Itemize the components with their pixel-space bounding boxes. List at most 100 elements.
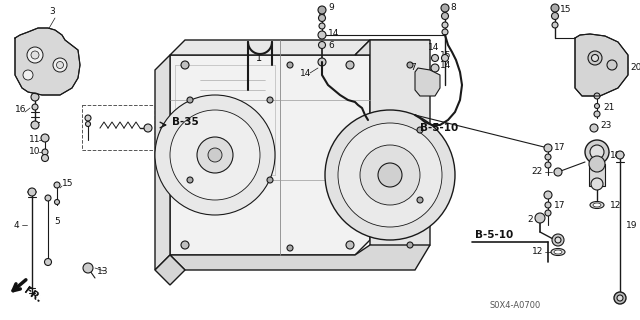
Circle shape <box>85 115 91 121</box>
Circle shape <box>319 7 325 13</box>
Circle shape <box>170 110 260 200</box>
Circle shape <box>45 259 51 266</box>
Circle shape <box>421 78 429 86</box>
Circle shape <box>86 122 90 126</box>
Text: 12: 12 <box>532 247 543 257</box>
Circle shape <box>181 61 189 69</box>
Ellipse shape <box>590 202 604 209</box>
Ellipse shape <box>554 250 562 254</box>
Circle shape <box>544 144 552 152</box>
Circle shape <box>41 134 49 142</box>
Text: 5: 5 <box>54 218 60 227</box>
Polygon shape <box>155 255 185 285</box>
Text: 14: 14 <box>440 60 451 69</box>
Circle shape <box>42 149 48 155</box>
Text: 9: 9 <box>328 4 333 12</box>
Polygon shape <box>575 34 628 96</box>
Circle shape <box>417 197 423 203</box>
Circle shape <box>554 168 562 176</box>
Circle shape <box>594 111 600 117</box>
Text: 18: 18 <box>610 150 621 159</box>
Circle shape <box>544 191 552 199</box>
Circle shape <box>346 61 354 69</box>
Circle shape <box>83 263 93 273</box>
Text: 23: 23 <box>600 122 611 131</box>
Polygon shape <box>415 68 440 96</box>
Polygon shape <box>170 245 430 270</box>
Ellipse shape <box>593 203 601 207</box>
Bar <box>82 105 154 150</box>
Circle shape <box>585 140 609 164</box>
Circle shape <box>442 29 448 35</box>
Circle shape <box>545 210 551 216</box>
Text: 1: 1 <box>256 53 262 63</box>
Circle shape <box>407 242 413 248</box>
Circle shape <box>208 148 222 162</box>
Circle shape <box>31 93 39 101</box>
Polygon shape <box>15 28 80 95</box>
Text: 21: 21 <box>603 103 614 113</box>
Circle shape <box>187 177 193 183</box>
Text: 6: 6 <box>328 41 333 50</box>
Circle shape <box>595 103 600 108</box>
Circle shape <box>617 295 623 301</box>
Circle shape <box>545 202 551 208</box>
Circle shape <box>155 95 275 215</box>
Circle shape <box>23 70 33 80</box>
Circle shape <box>318 58 326 66</box>
Text: 15: 15 <box>440 51 451 60</box>
Circle shape <box>417 127 423 133</box>
Circle shape <box>555 237 561 243</box>
Circle shape <box>552 22 558 28</box>
Circle shape <box>535 213 545 223</box>
Circle shape <box>181 241 189 249</box>
Circle shape <box>267 177 273 183</box>
Circle shape <box>594 93 600 99</box>
Text: 14: 14 <box>428 44 440 52</box>
Circle shape <box>28 188 36 196</box>
Circle shape <box>591 178 603 190</box>
Circle shape <box>552 234 564 246</box>
Text: 22: 22 <box>532 167 543 177</box>
Text: 15: 15 <box>560 5 572 14</box>
Circle shape <box>42 155 49 162</box>
Circle shape <box>54 182 60 188</box>
Circle shape <box>325 110 455 240</box>
Text: S0X4-A0700: S0X4-A0700 <box>490 301 541 310</box>
Text: 16: 16 <box>15 106 26 115</box>
Text: 8: 8 <box>450 4 456 12</box>
Circle shape <box>545 154 551 160</box>
Circle shape <box>31 51 39 59</box>
Circle shape <box>144 124 152 132</box>
Circle shape <box>442 22 448 28</box>
Circle shape <box>591 54 598 61</box>
Text: 2: 2 <box>527 215 533 225</box>
Circle shape <box>431 54 438 61</box>
Circle shape <box>616 151 624 159</box>
Text: 12: 12 <box>610 201 621 210</box>
Circle shape <box>590 124 598 132</box>
Text: B-5-10: B-5-10 <box>420 123 458 133</box>
Circle shape <box>56 61 63 68</box>
Circle shape <box>45 195 51 201</box>
Circle shape <box>319 42 326 49</box>
Polygon shape <box>355 40 430 55</box>
Circle shape <box>407 62 413 68</box>
Circle shape <box>346 241 354 249</box>
Circle shape <box>32 104 38 110</box>
Polygon shape <box>170 40 370 55</box>
Circle shape <box>378 163 402 187</box>
Circle shape <box>319 23 325 29</box>
Circle shape <box>614 292 626 304</box>
Text: B-5-10: B-5-10 <box>475 230 513 240</box>
Circle shape <box>318 6 326 14</box>
Circle shape <box>318 31 326 39</box>
Circle shape <box>589 156 605 172</box>
Text: 15: 15 <box>62 179 74 188</box>
Circle shape <box>441 4 449 12</box>
Circle shape <box>551 4 559 12</box>
Text: 7: 7 <box>410 63 416 73</box>
Polygon shape <box>155 55 170 270</box>
Text: 19: 19 <box>626 220 637 229</box>
Text: 17: 17 <box>554 201 566 210</box>
